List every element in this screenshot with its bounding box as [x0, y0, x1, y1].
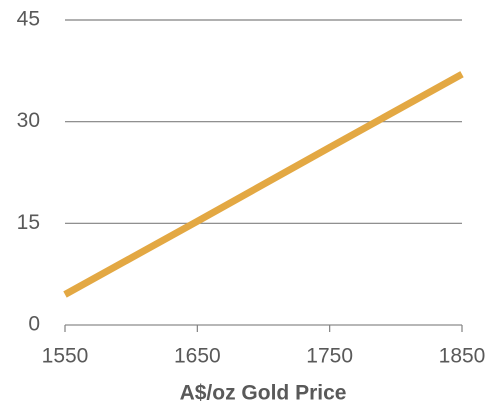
line-series	[63, 71, 464, 298]
y-tick-label: 45	[17, 8, 40, 31]
y-tick-label: 15	[17, 211, 40, 234]
x-tick-label: 1650	[174, 345, 221, 368]
x-tick-label: 1750	[306, 345, 353, 368]
y-tick-label: 30	[17, 109, 40, 132]
x-tick-label: 1850	[439, 345, 486, 368]
x-tick-label: 1550	[42, 345, 89, 368]
x-axis-label: A$/oz Gold Price	[180, 382, 347, 405]
y-tick-label: 0	[28, 313, 40, 336]
